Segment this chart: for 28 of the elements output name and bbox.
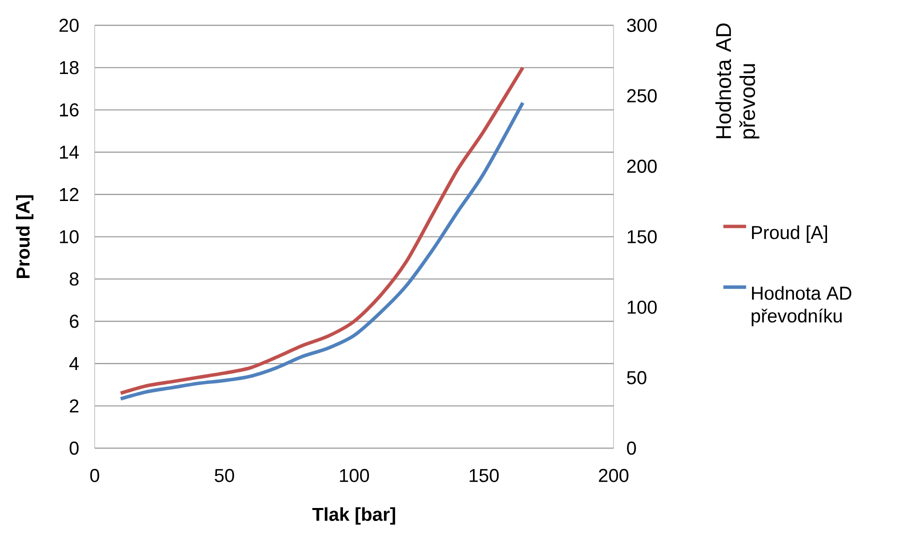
y2-tick-label: 50	[627, 370, 646, 384]
y2-tick-label: 300	[626, 18, 657, 32]
y-tick-label: 16	[60, 103, 78, 116]
y-tick-label: 2	[70, 399, 78, 412]
legend-label: Proud [A]	[752, 225, 827, 243]
y2-tick-label: 250	[627, 89, 657, 102]
x-tick-label: 100	[340, 468, 369, 482]
x-axis-title: Tlak [bar]	[312, 507, 396, 525]
y-tick-label: 20	[59, 18, 79, 32]
y-tick-label: 12	[60, 188, 78, 201]
x-tick-label: 0	[90, 468, 100, 482]
y-axis-title: Proud [A]	[16, 195, 34, 278]
legend-label: Hodnota AD převodníku	[752, 286, 852, 326]
y-tick-label: 14	[60, 146, 79, 159]
y-tick-label: 4	[69, 357, 79, 370]
y2-tick-label: 100	[628, 300, 657, 314]
x-tick-label: 50	[214, 468, 234, 482]
y-tick-label: 6	[70, 314, 78, 328]
y-tick-label: 10	[60, 230, 79, 244]
y2-axis-title: Hodnota AD převodu	[715, 23, 760, 138]
y2-tick-label: 0	[627, 441, 636, 455]
y-tick-label: 18	[60, 60, 79, 74]
y2-tick-label: 200	[627, 160, 657, 173]
y2-tick-label: 150	[628, 230, 657, 244]
x-tick-label: 150	[470, 468, 499, 482]
y-tick-label: 8	[70, 272, 79, 286]
x-tick-label: 200	[598, 468, 628, 482]
y-tick-label: 0	[70, 441, 79, 455]
